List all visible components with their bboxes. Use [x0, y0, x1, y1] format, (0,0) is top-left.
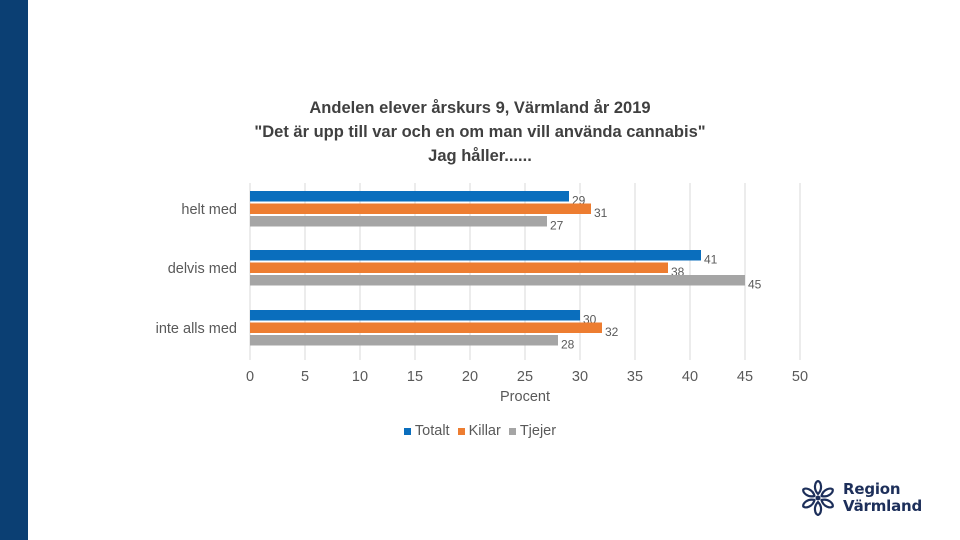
chart-legend: Totalt Killar Tjejer	[0, 423, 960, 439]
x-tick-label-15: 15	[407, 369, 423, 385]
data-label-bg-tjejer-inte-alls-med	[560, 338, 576, 351]
bar-totalt-delvis-med	[250, 250, 701, 261]
category-label-inte-alls-med: inte alls med	[156, 321, 237, 337]
bar-killar-helt-med	[250, 203, 591, 214]
x-tick-label-25: 25	[517, 369, 533, 385]
x-axis-label: Procent	[500, 389, 550, 405]
data-label-tjejer-inte-alls-med: 28	[561, 338, 575, 352]
x-tick-label-5: 5	[301, 369, 309, 385]
chart-title-line-1: Andelen elever årskurs 9, Värmland år 20…	[309, 99, 651, 117]
legend-swatch-totalt	[403, 427, 411, 435]
chart-title-line-2: "Det är upp till var och en om man vill …	[254, 123, 706, 141]
legend-swatch-tjejer	[508, 427, 516, 435]
x-tick-label-30: 30	[572, 369, 588, 385]
category-label-helt-med: helt med	[181, 202, 237, 218]
x-tick-label-0: 0	[246, 369, 254, 385]
legend-swatch-killar	[457, 427, 465, 435]
legend-label-totalt: Totalt	[414, 423, 450, 439]
bar-killar-inte-alls-med	[250, 322, 602, 333]
legend-item-killar: Killar	[457, 423, 501, 439]
x-tick-label-40: 40	[682, 369, 698, 385]
legend-label-tjejer: Tjejer	[519, 423, 557, 439]
bar-totalt-inte-alls-med	[250, 310, 580, 321]
x-tick-label-20: 20	[462, 369, 478, 385]
data-label-bg-tjejer-helt-med	[549, 219, 565, 232]
x-tick-label-50: 50	[792, 369, 808, 385]
bar-tjejer-helt-med	[250, 216, 547, 227]
side-bar	[0, 0, 28, 540]
data-label-killar-inte-alls-med: 32	[605, 325, 619, 339]
x-tick-label-10: 10	[352, 369, 368, 385]
snowflake-flower-icon	[802, 480, 834, 516]
data-label-bg-killar-inte-alls-med	[604, 325, 620, 339]
data-label-totalt-delvis-med: 41	[704, 253, 718, 267]
data-label-bg-killar-helt-med	[593, 206, 609, 220]
chart-title-line-3: Jag håller......	[428, 147, 532, 165]
data-label-tjejer-helt-med: 27	[550, 219, 564, 233]
data-label-bg-tjejer-delvis-med	[747, 278, 763, 291]
data-label-bg-totalt-delvis-med	[703, 253, 719, 266]
bar-tjejer-delvis-med	[250, 275, 745, 286]
logo-line-2: Värmland	[843, 497, 923, 515]
region-varmland-logo: Region Värmland	[800, 476, 940, 520]
category-label-delvis-med: delvis med	[168, 261, 237, 277]
legend-item-totalt: Totalt	[403, 423, 450, 439]
x-tick-label-35: 35	[627, 369, 643, 385]
data-label-tjejer-delvis-med: 45	[748, 278, 762, 292]
x-tick-label-45: 45	[737, 369, 753, 385]
bar-totalt-helt-med	[250, 191, 569, 202]
logo-text: Region Värmland	[843, 481, 922, 515]
logo-line-1: Region	[843, 480, 901, 498]
chart-title: Andelen elever årskurs 9, Värmland år 20…	[150, 96, 810, 168]
legend-item-tjejer: Tjejer	[508, 423, 557, 439]
data-label-killar-helt-med: 31	[594, 206, 608, 220]
bar-killar-delvis-med	[250, 262, 668, 273]
legend-label-killar: Killar	[468, 423, 501, 439]
bar-tjejer-inte-alls-med	[250, 335, 558, 346]
